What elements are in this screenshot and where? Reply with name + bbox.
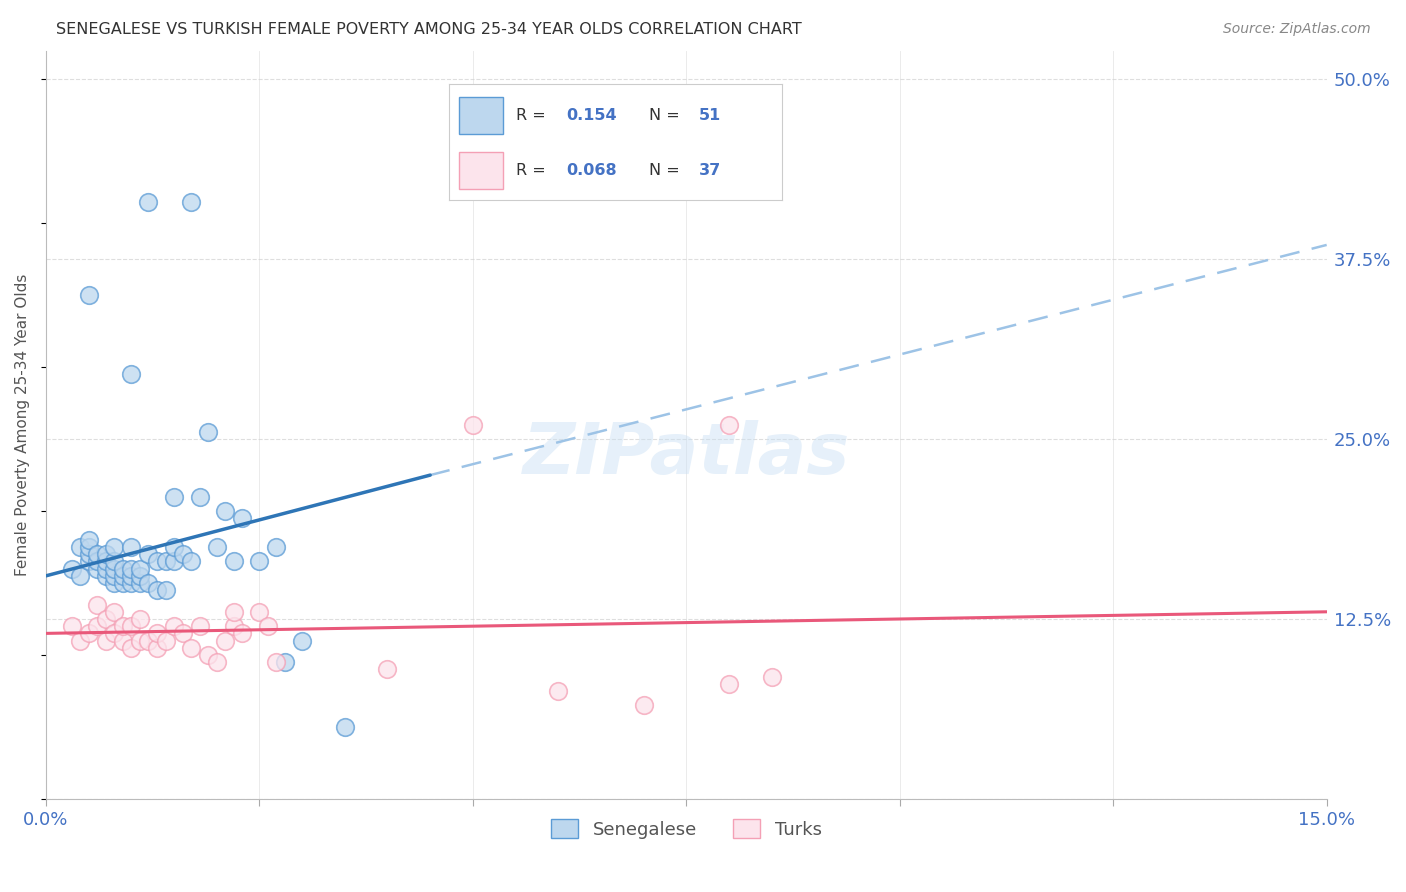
- Point: [188, 619, 211, 633]
- Point: [205, 655, 228, 669]
- Point: [103, 576, 125, 591]
- Point: [172, 626, 194, 640]
- Point: [94, 612, 117, 626]
- Point: [155, 554, 177, 568]
- Text: ZIPatlas: ZIPatlas: [523, 420, 851, 489]
- Point: [257, 619, 280, 633]
- Point: [103, 569, 125, 583]
- Point: [103, 561, 125, 575]
- Point: [231, 511, 253, 525]
- Point: [120, 576, 142, 591]
- Point: [120, 540, 142, 554]
- Point: [111, 633, 134, 648]
- Point: [94, 561, 117, 575]
- Point: [249, 605, 271, 619]
- Point: [163, 554, 186, 568]
- Point: [249, 554, 271, 568]
- Point: [128, 576, 150, 591]
- Point: [461, 417, 484, 432]
- Point: [138, 547, 160, 561]
- Point: [266, 540, 288, 554]
- Point: [86, 561, 108, 575]
- Point: [214, 504, 236, 518]
- Point: [547, 684, 569, 698]
- Point: [86, 547, 108, 561]
- Point: [120, 368, 142, 382]
- Point: [138, 194, 160, 209]
- Point: [94, 569, 117, 583]
- Point: [155, 633, 177, 648]
- Point: [197, 648, 219, 662]
- Point: [77, 547, 100, 561]
- Point: [155, 583, 177, 598]
- Point: [333, 720, 356, 734]
- Point: [163, 490, 186, 504]
- Point: [86, 619, 108, 633]
- Point: [146, 554, 169, 568]
- Point: [214, 633, 236, 648]
- Point: [103, 605, 125, 619]
- Point: [103, 554, 125, 568]
- Point: [77, 540, 100, 554]
- Point: [60, 561, 83, 575]
- Point: [69, 633, 91, 648]
- Point: [172, 547, 194, 561]
- Point: [111, 619, 134, 633]
- Point: [138, 576, 160, 591]
- Point: [120, 619, 142, 633]
- Point: [138, 633, 160, 648]
- Point: [180, 554, 202, 568]
- Point: [146, 583, 169, 598]
- Point: [86, 598, 108, 612]
- Y-axis label: Female Poverty Among 25-34 Year Olds: Female Poverty Among 25-34 Year Olds: [15, 274, 30, 576]
- Point: [94, 633, 117, 648]
- Point: [266, 655, 288, 669]
- Point: [761, 669, 783, 683]
- Point: [111, 569, 134, 583]
- Point: [377, 662, 399, 676]
- Point: [86, 554, 108, 568]
- Point: [103, 540, 125, 554]
- Point: [120, 640, 142, 655]
- Text: Source: ZipAtlas.com: Source: ZipAtlas.com: [1223, 22, 1371, 37]
- Point: [633, 698, 655, 713]
- Point: [180, 640, 202, 655]
- Point: [146, 640, 169, 655]
- Point: [188, 490, 211, 504]
- Point: [69, 569, 91, 583]
- Point: [94, 547, 117, 561]
- Point: [128, 612, 150, 626]
- Point: [77, 626, 100, 640]
- Point: [180, 194, 202, 209]
- Point: [77, 533, 100, 547]
- Text: SENEGALESE VS TURKISH FEMALE POVERTY AMONG 25-34 YEAR OLDS CORRELATION CHART: SENEGALESE VS TURKISH FEMALE POVERTY AMO…: [56, 22, 801, 37]
- Point: [120, 561, 142, 575]
- Point: [163, 619, 186, 633]
- Point: [222, 554, 245, 568]
- Point: [274, 655, 297, 669]
- Point: [94, 554, 117, 568]
- Point: [291, 633, 314, 648]
- Point: [197, 425, 219, 439]
- Point: [231, 626, 253, 640]
- Point: [60, 619, 83, 633]
- Point: [205, 540, 228, 554]
- Point: [77, 554, 100, 568]
- Legend: Senegalese, Turks: Senegalese, Turks: [544, 812, 828, 846]
- Point: [103, 626, 125, 640]
- Point: [111, 561, 134, 575]
- Point: [77, 288, 100, 302]
- Point: [128, 561, 150, 575]
- Point: [128, 633, 150, 648]
- Point: [69, 540, 91, 554]
- Point: [111, 576, 134, 591]
- Point: [718, 417, 741, 432]
- Point: [222, 605, 245, 619]
- Point: [128, 569, 150, 583]
- Point: [163, 540, 186, 554]
- Point: [120, 569, 142, 583]
- Point: [718, 677, 741, 691]
- Point: [222, 619, 245, 633]
- Point: [146, 626, 169, 640]
